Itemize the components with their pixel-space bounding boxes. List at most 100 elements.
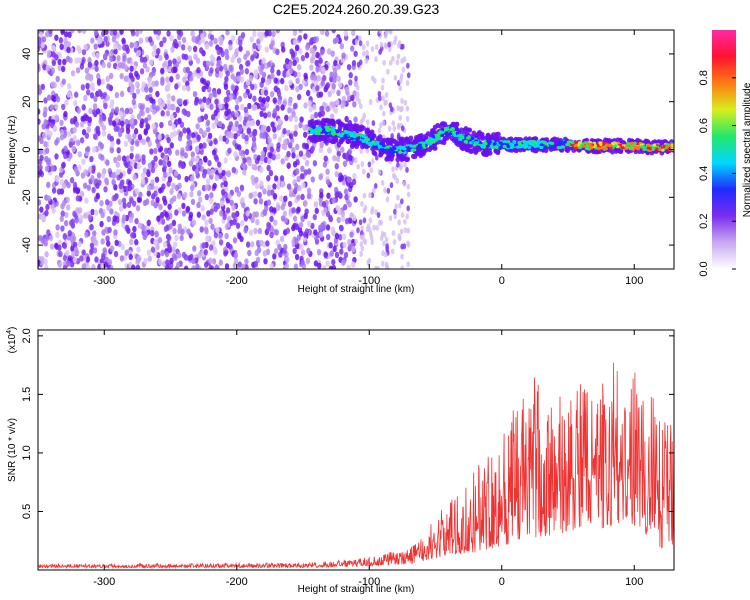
noise-point [182, 127, 187, 134]
noise-point [38, 199, 42, 206]
noise-point [73, 100, 78, 107]
trace-halo-point [473, 149, 479, 155]
trace-halo-point [439, 121, 445, 127]
noise-point [56, 188, 62, 195]
noise-point [126, 57, 131, 64]
noise-point [38, 30, 41, 34]
trace-halo-point [451, 137, 457, 143]
noise-point [175, 73, 180, 80]
noise-point [204, 228, 209, 235]
noise-point [272, 108, 277, 115]
noise-point [293, 39, 298, 46]
noise-point [242, 163, 247, 171]
noise-point [219, 36, 224, 43]
noise-point [72, 241, 78, 248]
noise-point [204, 219, 209, 226]
noise-point [101, 130, 107, 137]
noise-point [368, 192, 372, 199]
noise-point [77, 57, 82, 64]
noise-point [214, 67, 220, 74]
noise-point [177, 117, 182, 125]
snr-x-tick-label: 100 [625, 576, 643, 588]
noise-point [212, 182, 217, 190]
noise-point [208, 264, 213, 269]
noise-point [192, 45, 198, 53]
noise-point [162, 241, 168, 248]
noise-point [280, 104, 285, 111]
noise-point [378, 30, 383, 34]
noise-point [251, 141, 257, 148]
trace-core-point [436, 136, 441, 141]
noise-point [104, 199, 110, 206]
noise-point [310, 176, 315, 183]
noise-point [120, 120, 125, 127]
noise-point [84, 114, 90, 122]
noise-point [210, 168, 215, 176]
noise-point [77, 151, 83, 158]
noise-point [77, 164, 82, 171]
noise-point [325, 233, 331, 241]
noise-point [141, 81, 146, 88]
noise-point [341, 233, 347, 241]
noise-point [250, 54, 255, 61]
noise-point [239, 68, 244, 75]
noise-point [245, 210, 250, 217]
noise-point [393, 208, 397, 215]
noise-point [272, 97, 277, 104]
snr-x-tick-label: 0 [499, 576, 505, 588]
noise-point [209, 34, 215, 41]
noise-point [288, 142, 293, 149]
noise-point [158, 203, 163, 211]
noise-point [44, 165, 50, 172]
noise-point [99, 142, 105, 150]
noise-point [396, 161, 400, 168]
noise-point [400, 57, 404, 64]
noise-point [352, 90, 357, 97]
noise-point [88, 248, 94, 256]
trace-core-point [570, 140, 575, 145]
noise-point [300, 249, 306, 256]
noise-point [209, 192, 214, 199]
noise-point [284, 57, 290, 65]
noise-point [157, 98, 162, 105]
noise-point [128, 72, 134, 79]
noise-point [180, 149, 185, 157]
noise-point [303, 169, 308, 176]
noise-point [43, 119, 48, 126]
noise-point [100, 211, 105, 219]
noise-point [132, 92, 137, 100]
noise-point [177, 223, 182, 230]
noise-point [175, 106, 180, 114]
trace-core-point [452, 132, 457, 137]
noise-point [329, 113, 335, 120]
noise-point [42, 111, 48, 118]
noise-point [300, 165, 305, 172]
noise-point [105, 75, 110, 83]
noise-point [155, 105, 160, 112]
trace-core-point [523, 143, 528, 147]
noise-point [146, 184, 152, 192]
noise-point [113, 156, 118, 164]
noise-point [348, 154, 353, 162]
noise-point [191, 265, 196, 269]
noise-point [138, 191, 143, 198]
trace-core-point [509, 142, 514, 146]
noise-point [71, 251, 76, 258]
noise-point [298, 30, 303, 34]
noise-point [321, 66, 326, 74]
noise-point [390, 248, 395, 255]
noise-point [276, 90, 282, 98]
noise-point [288, 79, 293, 86]
noise-point [358, 219, 363, 226]
noise-point [84, 67, 90, 74]
noise-point [41, 214, 46, 221]
noise-point [89, 92, 95, 99]
noise-point [154, 230, 159, 238]
noise-point [255, 119, 261, 126]
noise-point [374, 43, 379, 50]
noise-point [172, 227, 177, 235]
noise-point [185, 205, 191, 213]
snr-y-tick-label: 0.5 [21, 504, 33, 519]
